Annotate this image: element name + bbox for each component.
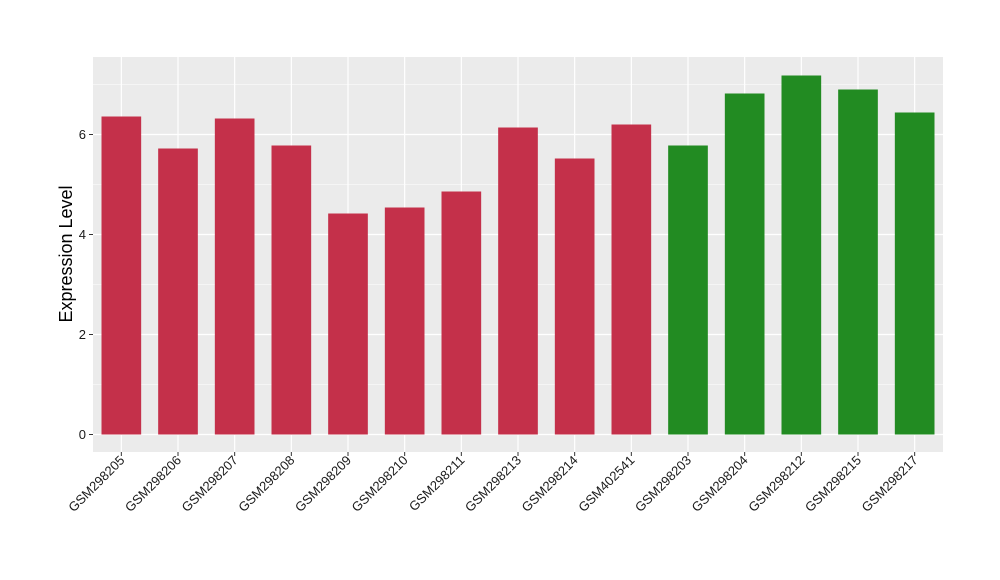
- bar-GSM298204: [724, 93, 765, 435]
- bar-GSM298213: [498, 127, 538, 435]
- y-axis: 0 2 4 6: [79, 127, 93, 442]
- bar-GSM298211: [441, 191, 482, 435]
- x-tick-label: GSM298213: [462, 453, 524, 515]
- x-tick-label: GSM298207: [179, 453, 241, 515]
- bar-GSM298217: [894, 112, 935, 435]
- bar-GSM298208: [271, 145, 312, 435]
- bar-GSM298215: [838, 89, 878, 435]
- x-tick-label: GSM298211: [406, 453, 468, 515]
- x-tick-label: GSM298208: [235, 453, 297, 515]
- x-tick-label: GSM298212: [745, 453, 807, 515]
- bar-GSM298207: [214, 118, 255, 435]
- bar-GSM298210: [384, 207, 425, 435]
- y-tick-label: 0: [79, 427, 86, 442]
- x-axis: GSM298205GSM298206GSM298207GSM298208GSM2…: [65, 452, 921, 515]
- x-tick-label: GSM298217: [859, 453, 921, 515]
- y-tick-label: 6: [79, 127, 86, 142]
- y-tick-label: 4: [79, 227, 86, 242]
- x-tick-label: GSM298215: [802, 453, 864, 515]
- bar-GSM298205: [101, 116, 142, 435]
- x-tick-label: GSM298214: [519, 453, 581, 515]
- y-tick-label: 2: [79, 327, 86, 342]
- bar-GSM298206: [158, 148, 198, 435]
- x-tick-label: GSM298203: [632, 453, 694, 515]
- bars: [101, 75, 935, 435]
- bar-GSM298203: [668, 145, 708, 435]
- y-axis-title: Expression Level: [56, 185, 76, 322]
- x-tick-label: GSM298209: [292, 453, 354, 515]
- bar-GSM298214: [554, 158, 595, 435]
- x-tick-label: GSM298205: [65, 453, 127, 515]
- bar-GSM298209: [328, 213, 368, 435]
- x-tick-label: GSM402541: [575, 453, 637, 515]
- x-tick-label: GSM298206: [122, 453, 184, 515]
- bar-GSM298212: [781, 75, 822, 435]
- bar-GSM402541: [611, 124, 652, 435]
- x-tick-label: GSM298204: [689, 453, 751, 515]
- x-tick-label: GSM298210: [349, 453, 411, 515]
